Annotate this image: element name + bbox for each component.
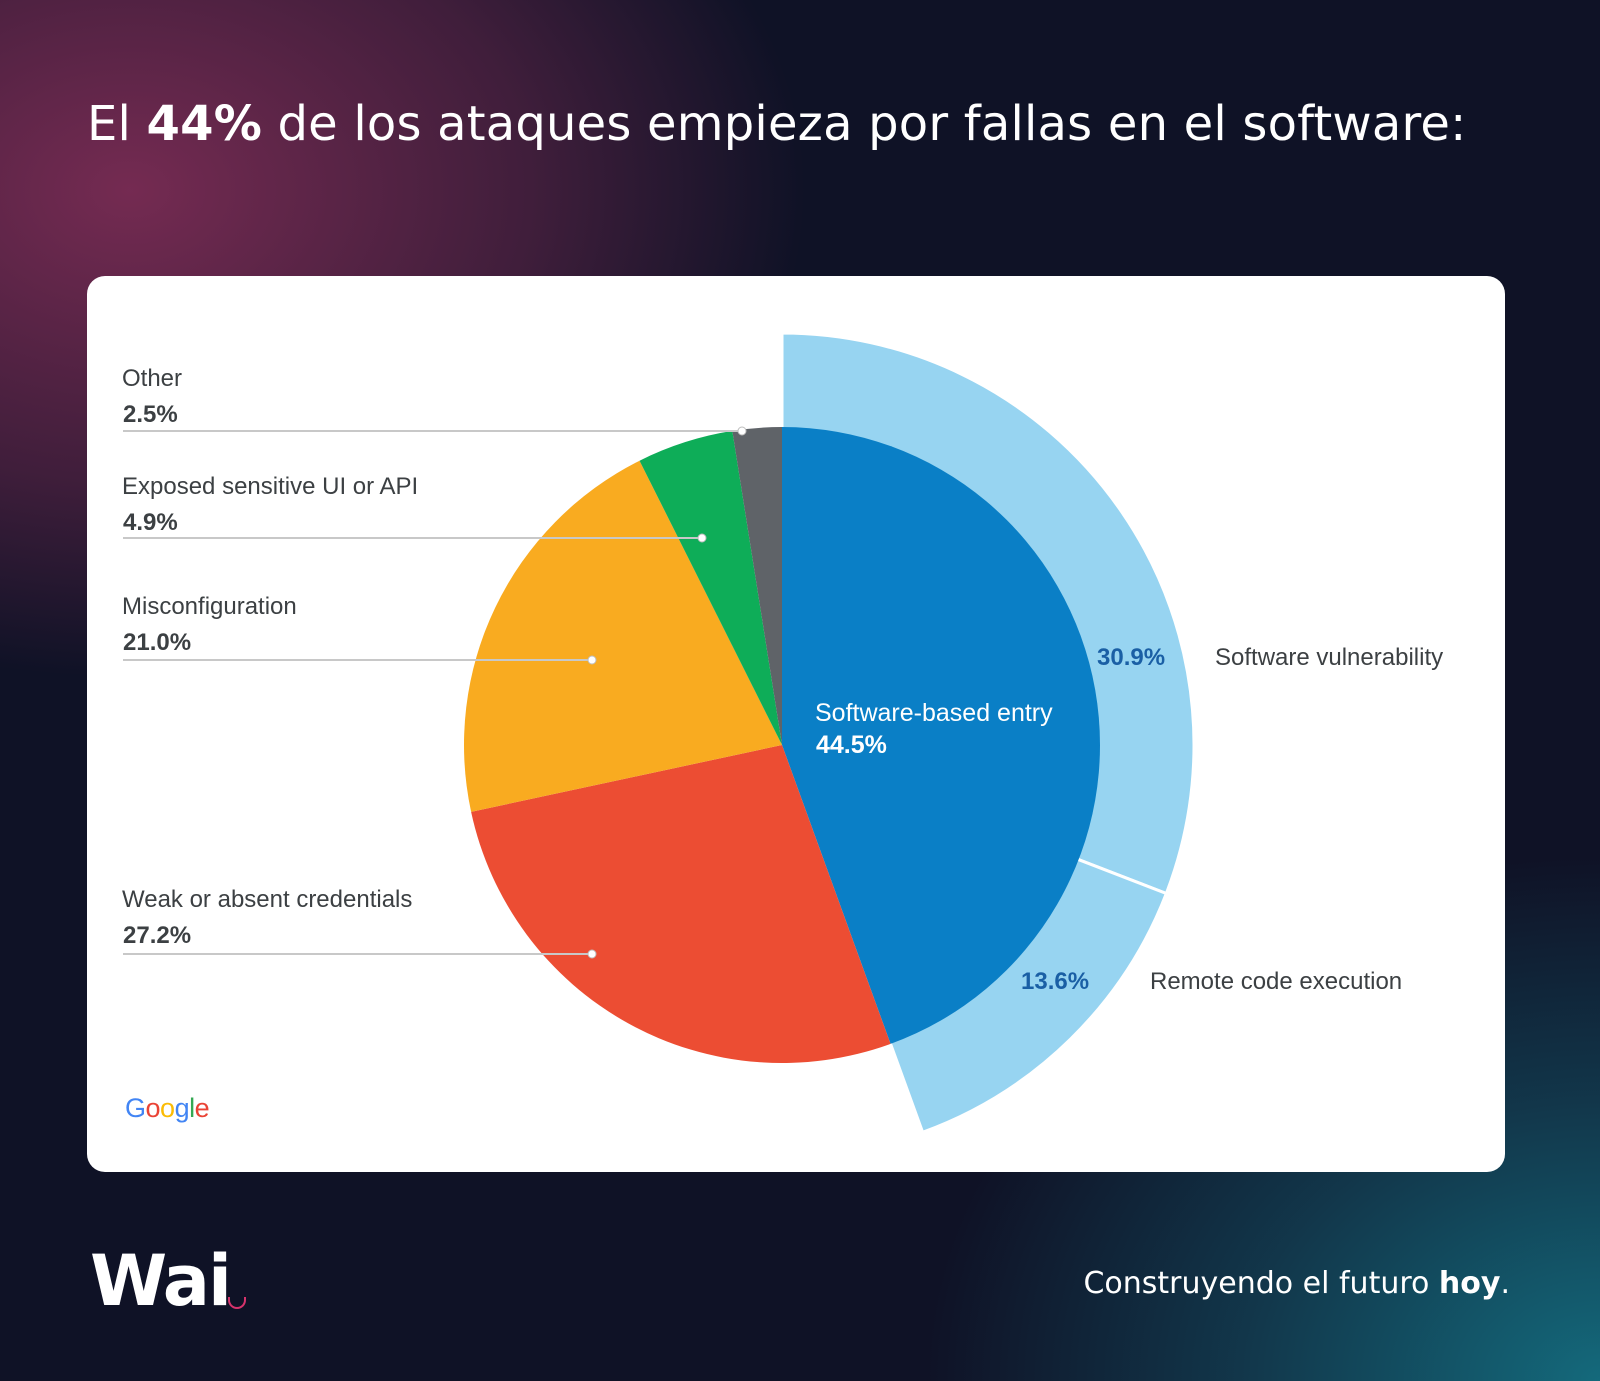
label-weak-or-absent-credentials: Weak or absent credentials: [122, 886, 412, 913]
wai-logo-mark: [228, 1297, 246, 1309]
tagline-prefix: Construyendo el futuro: [1083, 1266, 1439, 1301]
label-other: Other: [122, 365, 182, 392]
value-other: 2.5%: [123, 401, 178, 428]
leader-dot-other: [737, 426, 747, 436]
tagline-highlight: hoy: [1438, 1266, 1501, 1301]
label-exposed-sensitive-ui-or-api: Exposed sensitive UI or API: [122, 473, 418, 500]
label-misconfiguration: Misconfiguration: [122, 593, 297, 620]
google-logo-letter: e: [194, 1093, 210, 1123]
title-highlight: 44%: [146, 96, 263, 152]
value-weak-or-absent-credentials: 27.2%: [123, 922, 191, 949]
google-logo-letter: g: [174, 1093, 190, 1123]
leader-dot-misconfiguration: [587, 655, 597, 665]
leader-dot-exposed-sensitive-ui-or-api: [697, 533, 707, 543]
value-remote-code-execution: 13.6%: [1021, 968, 1089, 995]
value-misconfiguration: 21.0%: [123, 629, 191, 656]
label-software-vulnerability: Software vulnerability: [1215, 644, 1443, 671]
wai-logo: Wai: [90, 1240, 232, 1322]
value-software-based-entry: 44.5%: [816, 731, 887, 759]
value-software-vulnerability: 30.9%: [1097, 644, 1165, 671]
tagline-suffix: .: [1500, 1266, 1510, 1301]
label-remote-code-execution: Remote code execution: [1150, 968, 1402, 995]
google-logo-letter: G: [125, 1093, 146, 1123]
chart-card: Weak or absent credentials 27.2% Misconfig…: [87, 276, 1505, 1172]
google-logo-letter: l: [189, 1093, 195, 1123]
label-software-based-entry: Software-based entry: [815, 699, 1053, 727]
slice-weak-or-absent-credentials: [471, 745, 891, 1063]
value-exposed-sensitive-ui-or-api: 4.9%: [123, 509, 178, 536]
title-prefix: El: [87, 96, 147, 152]
slice-exposed-sensitive-ui-or-api: [639, 430, 782, 745]
google-logo: Google: [125, 1093, 210, 1124]
google-logo-letter: o: [160, 1093, 175, 1123]
title-suffix: de los ataques empieza por fallas en el …: [262, 96, 1467, 152]
page-title: El 44% de los ataques empieza por fallas…: [87, 96, 1466, 152]
slice-other: [732, 427, 782, 745]
leader-dot-weak-or-absent-credentials: [587, 949, 597, 959]
slice-misconfiguration: [464, 460, 782, 812]
google-logo-letter: o: [145, 1093, 161, 1123]
pie-chart: Weak or absent credentials 27.2% Misconfig…: [122, 331, 1443, 1135]
tagline: Construyendo el futuro hoy.: [1083, 1266, 1510, 1301]
slice-software-based-entry: [782, 427, 1100, 1044]
